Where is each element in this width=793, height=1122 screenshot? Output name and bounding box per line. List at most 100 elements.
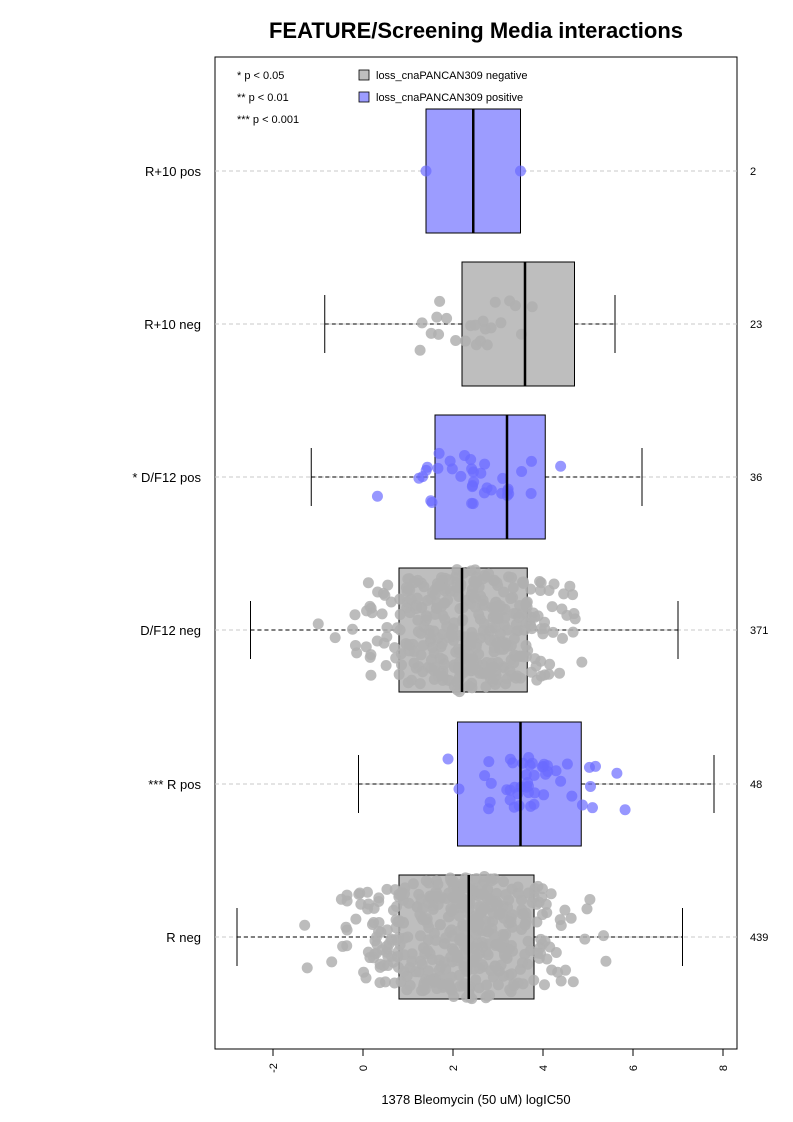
legend-swatch-negative bbox=[358, 69, 370, 81]
data-point bbox=[373, 917, 385, 929]
data-point bbox=[425, 662, 437, 674]
data-point bbox=[465, 320, 477, 332]
data-point bbox=[454, 910, 466, 922]
data-point bbox=[326, 956, 338, 968]
group-count: 36 bbox=[750, 472, 762, 484]
data-point bbox=[402, 931, 414, 943]
data-point bbox=[506, 968, 518, 980]
data-point bbox=[382, 579, 394, 591]
data-point bbox=[500, 889, 512, 901]
group-count: 48 bbox=[750, 779, 762, 791]
data-point bbox=[528, 974, 540, 986]
data-point bbox=[364, 651, 376, 663]
data-point bbox=[555, 775, 567, 787]
point-group bbox=[299, 870, 612, 1005]
data-point bbox=[402, 677, 414, 689]
data-point bbox=[444, 455, 456, 467]
data-point bbox=[355, 898, 367, 910]
data-point bbox=[598, 930, 610, 942]
data-point bbox=[517, 978, 529, 990]
data-point bbox=[467, 466, 479, 478]
data-point bbox=[451, 564, 463, 576]
data-point bbox=[474, 667, 486, 679]
data-point bbox=[421, 917, 433, 929]
chart-marks: R+10 pos 2 R+10 neg 23 * D/F12 pos 36 D/F12 ne… bbox=[132, 108, 768, 1073]
point-group bbox=[312, 564, 588, 698]
data-point bbox=[415, 930, 427, 942]
data-point bbox=[542, 760, 554, 772]
data-point bbox=[481, 990, 493, 1002]
data-point bbox=[492, 657, 504, 669]
data-point bbox=[520, 769, 532, 781]
data-point bbox=[565, 912, 577, 924]
data-point bbox=[360, 972, 372, 984]
data-point bbox=[480, 681, 492, 693]
data-point bbox=[505, 912, 517, 924]
data-point bbox=[520, 907, 532, 919]
data-point bbox=[362, 577, 374, 589]
data-point bbox=[430, 934, 442, 946]
data-point bbox=[619, 804, 631, 816]
chart-title: FEATURE/Screening Media interactions bbox=[269, 18, 683, 43]
data-point bbox=[467, 479, 479, 491]
box bbox=[434, 414, 546, 540]
data-point bbox=[371, 931, 383, 943]
data-point bbox=[483, 568, 495, 580]
data-point bbox=[446, 956, 458, 968]
data-point bbox=[444, 981, 456, 993]
data-point bbox=[516, 465, 528, 477]
data-point bbox=[544, 658, 556, 670]
data-point bbox=[479, 770, 491, 782]
data-point bbox=[555, 975, 567, 987]
data-point bbox=[385, 596, 397, 608]
data-point bbox=[531, 947, 543, 959]
data-point bbox=[414, 344, 426, 356]
data-point bbox=[508, 633, 520, 645]
data-point bbox=[522, 935, 534, 947]
data-point bbox=[535, 655, 547, 667]
data-point bbox=[483, 756, 495, 768]
data-point bbox=[556, 632, 568, 644]
group-count: 23 bbox=[750, 319, 762, 331]
data-point bbox=[349, 609, 361, 621]
data-point bbox=[536, 909, 548, 921]
data-point bbox=[497, 472, 509, 484]
data-point bbox=[466, 583, 478, 595]
data-point bbox=[429, 588, 441, 600]
group-count: 371 bbox=[750, 625, 768, 637]
group-label: R neg bbox=[166, 930, 201, 945]
data-point bbox=[508, 657, 520, 669]
data-point bbox=[413, 472, 425, 484]
data-point bbox=[474, 963, 486, 975]
data-point bbox=[456, 935, 468, 947]
data-point bbox=[505, 593, 517, 605]
data-point bbox=[516, 957, 528, 969]
data-point bbox=[520, 639, 532, 651]
data-point bbox=[534, 576, 546, 588]
data-point bbox=[545, 888, 557, 900]
data-point bbox=[441, 674, 453, 686]
data-point bbox=[496, 636, 508, 648]
data-point bbox=[391, 934, 403, 946]
data-point bbox=[433, 447, 445, 459]
data-point bbox=[459, 449, 471, 461]
x-tick-label: 8 bbox=[718, 1065, 730, 1071]
group-label: R+10 neg bbox=[144, 317, 201, 332]
data-point bbox=[516, 608, 528, 620]
data-point bbox=[513, 800, 525, 812]
data-point bbox=[379, 976, 391, 988]
data-point bbox=[586, 802, 598, 814]
point-group bbox=[442, 752, 631, 816]
data-point bbox=[479, 915, 491, 927]
data-point bbox=[435, 960, 447, 972]
data-point bbox=[600, 955, 612, 967]
data-point bbox=[504, 794, 516, 806]
group-label: D/F12 neg bbox=[140, 623, 201, 638]
data-point bbox=[406, 955, 418, 967]
data-point bbox=[552, 966, 564, 978]
data-point bbox=[517, 757, 529, 769]
data-point bbox=[429, 608, 441, 620]
data-point bbox=[498, 936, 510, 948]
data-point bbox=[393, 668, 405, 680]
data-point bbox=[504, 295, 516, 307]
